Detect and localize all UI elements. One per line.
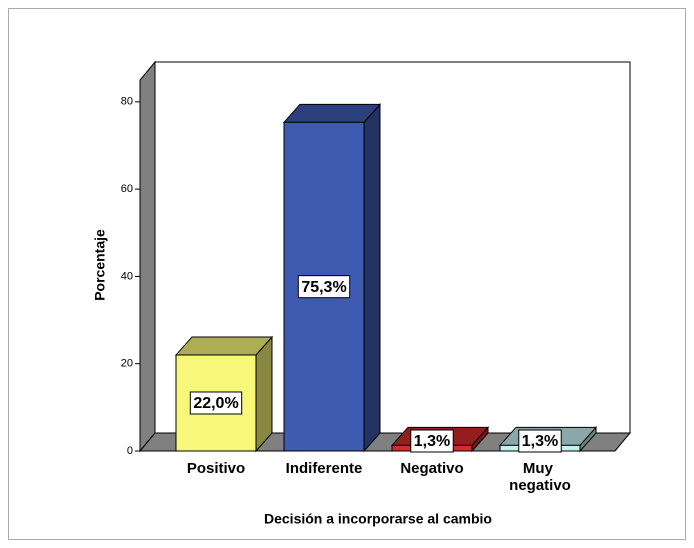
y-tick-label: 80: [121, 96, 133, 108]
value-label-box: [410, 429, 454, 453]
x-tick-label-line: negativo: [509, 477, 571, 494]
bar-side: [363, 103, 381, 453]
y-tick-label: 0: [127, 445, 133, 457]
bar-top: [282, 103, 382, 123]
x-tick-label: Indiferente: [286, 460, 363, 477]
value-label: 22,0%: [193, 395, 238, 412]
value-label-box: [189, 391, 243, 415]
y-axis-title: Porcentaje: [92, 229, 108, 301]
x-axis-title: Decisión a incorporarse al cambio: [264, 511, 492, 527]
x-tick-label: Negativo: [400, 460, 463, 477]
side-wall: [139, 60, 156, 453]
x-tick-label-line: Muy: [523, 460, 557, 477]
y-tick-label: 20: [121, 358, 133, 370]
value-label-box: [518, 429, 562, 453]
y-tick-label: 60: [121, 183, 133, 195]
y-tick-label: 40: [121, 270, 133, 282]
x-tick-label: Positivo: [187, 460, 245, 477]
bar-top: [174, 336, 274, 356]
x-tick-label: Muy negativo: [509, 460, 571, 494]
value-label: 1,3%: [522, 433, 558, 450]
value-label-box: [297, 275, 351, 299]
value-label: 75,3%: [301, 279, 346, 296]
bar-side: [255, 335, 273, 453]
value-label: 1,3%: [414, 433, 450, 450]
